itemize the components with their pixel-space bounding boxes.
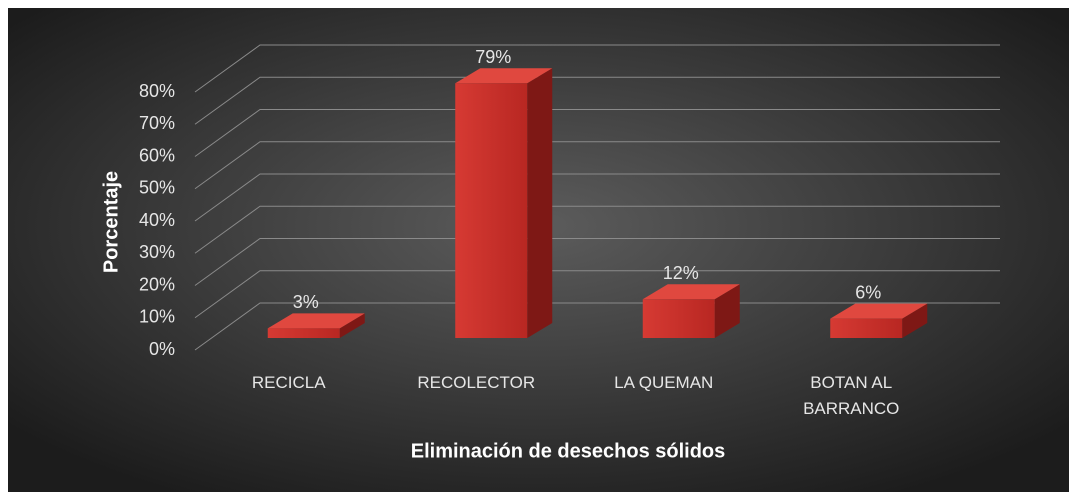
- bar: [642, 299, 715, 338]
- grid-line: [194, 302, 1000, 351]
- data-label: 79%: [475, 47, 511, 67]
- y-axis-title: Porcentaje: [100, 171, 122, 273]
- grid-line: [194, 76, 1000, 125]
- bar-side: [714, 284, 740, 338]
- y-tick-label: 10%: [139, 307, 175, 327]
- data-label: 12%: [663, 263, 699, 283]
- grid-line: [194, 238, 1000, 286]
- grid-line: [194, 44, 1000, 93]
- bar-side: [339, 313, 365, 338]
- bar-top: [830, 303, 928, 319]
- y-tick-label: 80%: [139, 81, 175, 101]
- bar-side: [527, 68, 553, 338]
- y-tick-label: 30%: [139, 242, 175, 262]
- x-tick-label: RECOLECTOR: [417, 373, 536, 392]
- x-tick-label: BOTAN AL BARRANCO: [803, 373, 900, 418]
- bar-side: [902, 303, 928, 338]
- bar: [267, 328, 340, 338]
- bar: [830, 318, 903, 338]
- y-tick-label: 40%: [139, 210, 175, 230]
- x-tick-label: RECICLA: [251, 373, 326, 392]
- data-label: 3%: [293, 292, 319, 312]
- grid-line: [194, 205, 1000, 254]
- x-axis-title: Eliminación de desechos sólidos: [411, 440, 726, 462]
- y-tick-label: 0%: [149, 339, 175, 359]
- y-tick-label: 60%: [139, 145, 175, 165]
- grid-line: [194, 173, 1000, 222]
- grid-line: [194, 141, 1000, 190]
- y-tick-label: 50%: [139, 178, 175, 198]
- grid-line: [194, 270, 1000, 319]
- bar-top: [455, 68, 553, 84]
- x-tick-label: LA QUEMAN: [614, 373, 714, 392]
- bar: [455, 83, 528, 338]
- bar-top: [267, 313, 365, 329]
- grid-line: [194, 109, 1000, 157]
- y-tick-label: 70%: [139, 113, 175, 133]
- bar-top: [642, 284, 740, 300]
- y-tick-label: 20%: [139, 274, 175, 294]
- data-label: 6%: [855, 282, 881, 302]
